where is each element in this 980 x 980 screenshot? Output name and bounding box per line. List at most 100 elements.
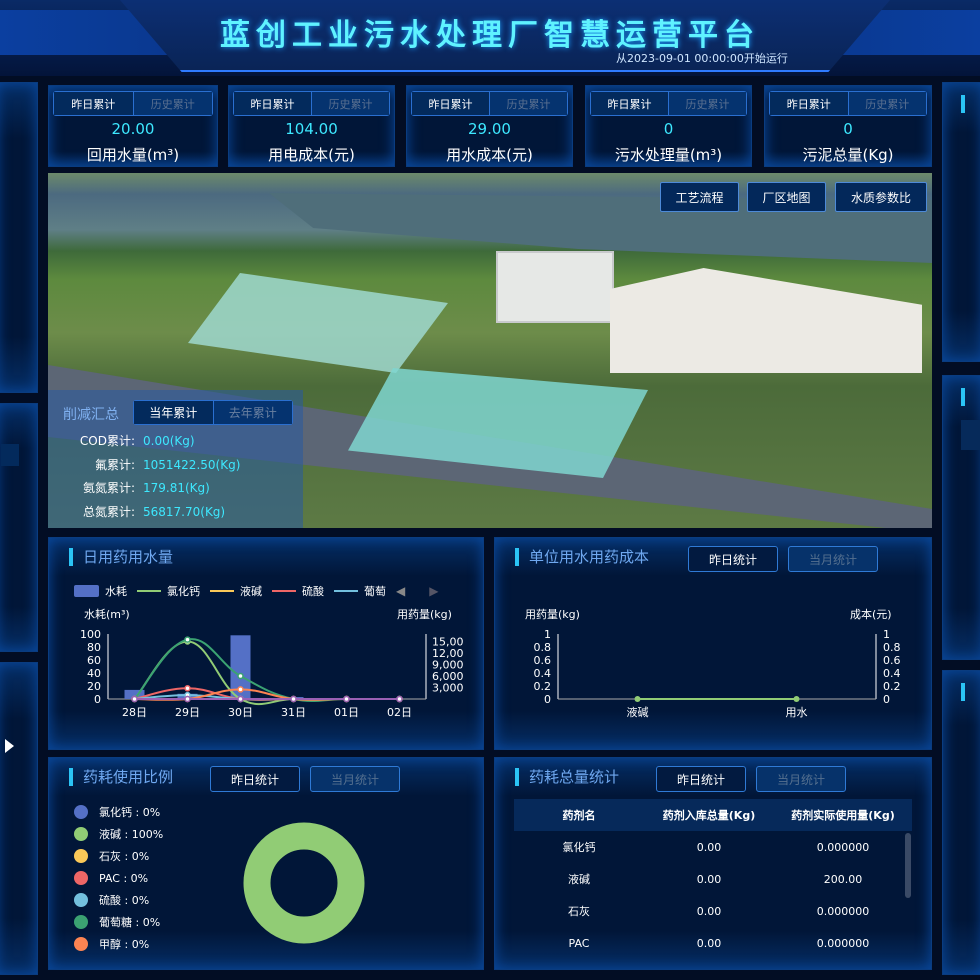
total-nitrogen-value: 56817.70(Kg) — [143, 504, 226, 519]
tab-history[interactable]: 历史累计 — [490, 92, 567, 115]
legend-item[interactable]: 氯化钙 — [167, 585, 200, 598]
y-left-tick: 0.4 — [534, 667, 552, 680]
bar-water — [230, 635, 251, 699]
legend-item[interactable]: 石灰 : 0% — [74, 845, 163, 867]
y-left-tick: 60 — [87, 654, 101, 667]
legend-item[interactable]: 甲醇 : 0% — [74, 933, 163, 955]
tab-yesterday[interactable]: 昨日累计 — [412, 92, 490, 115]
kpi-card-sewage-volume: 昨日累计 历史累计 0 污水处理量(m³) — [585, 85, 752, 167]
total-nitrogen-label: 总氮累计: — [82, 504, 135, 519]
month-stats-button[interactable]: 当月统计 — [310, 766, 400, 792]
table-row[interactable]: 液碱 0.00 200.00 — [514, 863, 912, 895]
table-scrollbar[interactable] — [905, 833, 911, 898]
reduction-list: COD累计: 0.00(Kg) 氟累计: 1051422.50(Kg) 氨氮累计: 1… — [48, 430, 303, 524]
right-panel-3 — [942, 670, 980, 975]
month-stats-button[interactable]: 当月统计 — [788, 546, 878, 572]
kpi-card-reuse-water: 昨日累计 历史累计 20.00 回用水量(m³) — [48, 85, 218, 167]
right-panel-1 — [942, 82, 980, 362]
tab-yesterday[interactable]: 昨日累计 — [54, 92, 134, 115]
tab-last-year[interactable]: 去年累计 — [213, 401, 292, 424]
x-tick: 用水 — [786, 706, 808, 719]
tab-history[interactable]: 历史累计 — [133, 92, 212, 115]
legend-item[interactable]: 硫酸 — [302, 585, 324, 598]
legend-item[interactable]: 氯化钙 : 0% — [74, 801, 163, 823]
tab-history[interactable]: 历史累计 — [312, 92, 389, 115]
legend-item[interactable]: 液碱 — [240, 585, 262, 598]
ratio-legend: 氯化钙 : 0% 液碱 : 100% 石灰 : 0% PAC : 0% 硫酸 : 0% 葡… — [74, 801, 163, 955]
legend-item[interactable]: PAC : 0% — [74, 867, 163, 889]
process-flow-button[interactable]: 工艺流程 — [660, 182, 739, 212]
cod-label: COD累计: — [79, 434, 135, 448]
legend-dot-icon — [74, 915, 88, 929]
table-row[interactable]: PAC 0.00 0.000000 — [514, 927, 912, 959]
daily-usage-panel: 日用药用水量 水耗 氯化钙 液碱 硫酸 葡萄 ◀ ▶ 水耗(m³) 用药量(kg… — [48, 537, 484, 750]
legend-label: 硫酸 : 0% — [99, 894, 150, 907]
kpi-label: 污泥总量(Kg) — [802, 146, 894, 164]
panel-marker-icon — [961, 95, 965, 113]
legend-prev-icon[interactable]: ◀ — [396, 584, 406, 598]
legend-item[interactable]: 水耗 — [105, 585, 127, 598]
legend-label: 石灰 : 0% — [99, 850, 150, 863]
legend-line-icon — [334, 590, 358, 592]
table-row[interactable]: 石灰 0.00 0.000000 — [514, 895, 912, 927]
panel-marker-icon — [961, 388, 965, 406]
play-arrow-icon[interactable] — [5, 739, 14, 753]
legend-item[interactable]: 硫酸 : 0% — [74, 889, 163, 911]
plant-map-button[interactable]: 厂区地图 — [747, 182, 826, 212]
y-left-tick: 100 — [80, 628, 101, 641]
cell: 液碱 — [568, 873, 590, 886]
y-left-tick: 0 — [94, 693, 101, 706]
yesterday-stats-button[interactable]: 昨日统计 — [656, 766, 746, 792]
x-tick: 29日 — [175, 706, 200, 719]
tab-history[interactable]: 历史累计 — [669, 92, 746, 115]
right-panel-row — [961, 420, 980, 450]
legend-item[interactable]: 葡萄 — [364, 585, 386, 598]
donut-slice-liquid-alkali[interactable] — [243, 822, 365, 944]
legend-line-icon — [210, 590, 234, 592]
tab-yesterday[interactable]: 昨日累计 — [770, 92, 849, 115]
series-point — [131, 695, 138, 703]
y-right-tick: 0.8 — [883, 641, 901, 654]
x-tick: 28日 — [122, 706, 147, 719]
y-right-tick: 3,000 — [432, 682, 464, 695]
month-stats-button[interactable]: 当月统计 — [756, 766, 846, 792]
header-title-plate — [120, 0, 890, 72]
left-panel-tab[interactable] — [1, 444, 19, 466]
office-building-image — [610, 268, 922, 373]
panel-title: 日用药用水量 — [69, 548, 173, 566]
y-left-tick: 0.6 — [534, 654, 552, 667]
water-quality-compare-button[interactable]: 水质参数比 — [835, 182, 927, 212]
legend-bar-icon — [74, 585, 99, 597]
plant-aerial-view[interactable]: 工艺流程 厂区地图 水质参数比 削减汇总 当年累计 去年累计 COD累计: 0.00… — [48, 173, 932, 528]
y-left-label: 用药量(kg) — [525, 608, 580, 621]
legend-next-icon[interactable]: ▶ — [429, 584, 439, 598]
series-point — [634, 696, 641, 702]
legend-item[interactable]: 液碱 : 100% — [74, 823, 163, 845]
x-tick: 31日 — [281, 706, 306, 719]
table-row[interactable]: 氯化钙 0.00 0.000000 — [514, 831, 912, 863]
tab-this-year[interactable]: 当年累计 — [134, 401, 214, 424]
series-point — [290, 695, 297, 703]
cell: 0.00 — [696, 936, 722, 950]
y-right-tick: 1 — [883, 628, 890, 641]
series-point — [184, 685, 191, 692]
y-left-tick: 20 — [87, 680, 101, 693]
kpi-label: 污水处理量(m³) — [614, 146, 723, 164]
panel-title: 药耗使用比例 — [69, 768, 173, 786]
legend-item[interactable]: 葡萄糖 : 0% — [74, 911, 163, 933]
y-right-tick: 9,000 — [432, 659, 464, 672]
tab-history[interactable]: 历史累计 — [848, 92, 926, 115]
yesterday-stats-button[interactable]: 昨日统计 — [210, 766, 300, 792]
y-right-tick: 0.4 — [883, 667, 901, 680]
yesterday-stats-button[interactable]: 昨日统计 — [688, 546, 778, 572]
legend-dot-icon — [74, 871, 88, 885]
fluorine-value: 1051422.50(Kg) — [143, 457, 241, 472]
legend-dot-icon — [74, 805, 88, 819]
kpi-value: 20.00 — [111, 120, 155, 138]
cell: 0.00 — [696, 840, 722, 854]
series-point — [237, 695, 244, 703]
tab-yesterday[interactable]: 昨日累计 — [591, 92, 669, 115]
tab-yesterday[interactable]: 昨日累计 — [234, 92, 312, 115]
y-right-tick: 0.2 — [883, 680, 901, 693]
